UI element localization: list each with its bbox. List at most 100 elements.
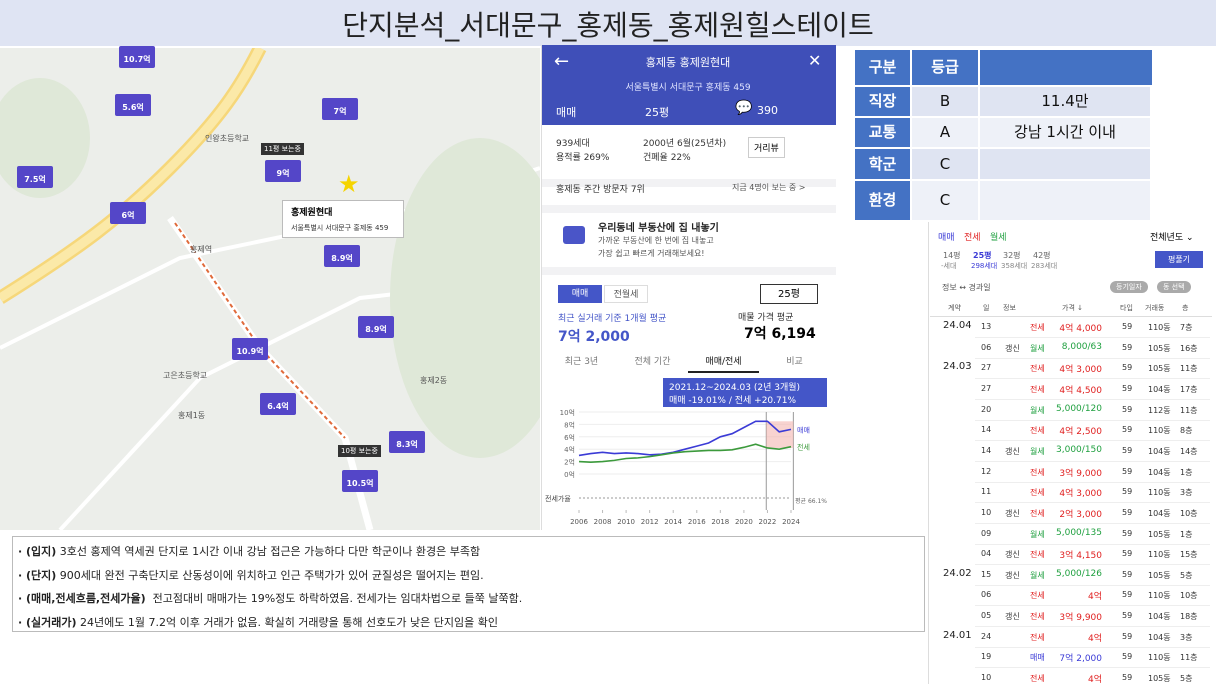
row-rule [975,337,1210,338]
line-0 [578,420,792,457]
price-marker: 6억 [110,202,146,224]
period-tab[interactable]: 최근 3년 [564,357,599,367]
divider [542,179,836,187]
deal-day: 09 [981,528,992,538]
deal-floor: 7층 [1180,323,1193,332]
column-header: 계약 [948,304,961,312]
grade-cell: 학군 [855,149,910,179]
grade-cell: 강남 1시간 이내 [980,118,1150,147]
x-tick-label: 2024 [782,518,800,526]
deal-floor: 5층 [1180,674,1193,684]
size-tab[interactable]: 14평 [943,251,961,260]
deal-dong: 104동 [1148,467,1171,477]
map [0,48,540,530]
expand-button[interactable]: 평풀기 [1155,251,1203,268]
deal-kind: 매매 [1030,653,1045,663]
deal-type: 59 [1122,569,1133,579]
deal-info: 갱신 [1005,343,1020,353]
sort-toggle[interactable]: 정보 ↔ 경과일 [942,283,991,292]
deal-type: 59 [1122,363,1133,373]
deal-kind: 전세 [1030,632,1045,642]
note-key: · (매매,전세흐름,전세가율) [18,592,146,605]
title-bar [0,0,1216,46]
place-label: 홍제1동 [178,411,206,420]
deal-kind: 전세 [1030,384,1045,394]
place-label: 홍제2동 [420,376,448,385]
back-icon[interactable]: ← [554,51,570,72]
row-rule [975,398,1210,400]
filter-chip[interactable]: 동 선택 [1157,281,1191,293]
deal-kind: 전세 [1030,612,1045,622]
deal-floor: 3층 [1180,488,1193,498]
deal-type: 59 [1122,383,1133,393]
place-label: 고은초등학교 [163,371,208,380]
listing-label: 매물 가격 평균 [738,313,794,323]
period-tab[interactable]: 매매/전세 [688,354,759,373]
ad-line: 가장 쉽고 빠르게 거래해보세요! [598,249,705,258]
year-select[interactable]: 전체년도 ⌄ [1150,233,1194,243]
period-tab[interactable]: 비교 [786,357,803,367]
deal-dong: 105동 [1148,674,1171,684]
deal-kind: 전세 [1030,467,1045,477]
row-rule [975,646,1210,648]
deal-type: 59 [1122,404,1133,414]
deal-dong: 110동 [1148,323,1171,332]
deal-tab[interactable]: 월세 [990,233,1007,243]
size-select[interactable]: 25평 [645,106,670,119]
deal-type: 59 [1122,631,1133,641]
grade-cell: C [912,181,978,220]
deal-price: 3,000/150 [1056,444,1102,455]
trade-tab[interactable]: 매매 [558,285,602,303]
deal-floor: 17층 [1180,384,1198,394]
streetview-button[interactable]: 거리뷰 [748,137,785,158]
trade-select[interactable]: 매매 [556,106,577,119]
column-header: 정보 [1003,304,1016,312]
filter-chip[interactable]: 등기일자 [1110,281,1148,293]
grade-cell: 11.4만 [980,87,1150,116]
size-tab[interactable]: 42평 [1033,251,1051,260]
close-icon[interactable]: ✕ [808,51,822,70]
viewing-badge: 10평 보는중 [338,445,381,457]
deal-type: 59 [1122,445,1133,455]
recent-price: 7억 2,000 [558,329,630,345]
deal-type: 59 [1122,590,1133,600]
grade-cell: 교통 [855,118,910,147]
deal-month: 24.03 [943,361,972,373]
deal-dong: 105동 [1148,570,1171,580]
deal-day: 15 [981,569,992,579]
y-tick-label: 8억 [564,421,575,429]
note-text: 3호선 홍제역 역세권 단지로 1시간 이내 강남 접근은 가능하다 다만 학군… [56,545,481,558]
bcr: 건폐율 22% [643,153,691,163]
place-label: 홍제역 [190,245,213,254]
period-tab[interactable]: 전체 기간 [634,357,671,367]
x-tick-label: 2008 [594,518,612,526]
app-address: 서울특별시 서대문구 홍제동 459 [625,83,751,93]
x-tick-label: 2010 [617,518,635,526]
x-tick-label: 2018 [711,518,729,526]
row-rule [975,481,1210,483]
size-tab[interactable]: 25평 [973,251,992,260]
deal-floor: 1층 [1180,529,1193,539]
comment-icon: 💬 [735,100,753,116]
deal-day: 27 [981,363,992,373]
size-dropdown[interactable]: 25평 [760,284,818,304]
trade-tab[interactable]: 전월세 [604,285,648,303]
size-tab[interactable]: 32평 [1003,251,1021,260]
deal-tab[interactable]: 매매 [938,233,955,243]
deal-kind: 전세 [1030,426,1045,436]
y-tick-label: 4억 [564,446,575,454]
deal-day: 20 [981,404,992,414]
deal-month: 24.01 [943,629,972,641]
deal-type: 59 [1122,611,1133,621]
ratio-avg: 평균 66.1% [795,497,827,505]
map-roads [0,48,540,530]
column-header: 거래동 [1145,304,1165,312]
deal-type: 59 [1122,425,1133,435]
built: 2000년 6월(25년차) [643,139,727,149]
note-text: 900세대 완전 구축단지로 산동성이에 위치하고 인근 주택가가 있어 균질성… [56,568,484,582]
deal-day: 27 [981,383,992,393]
y-tick-label: 0억 [564,471,575,479]
deal-kind: 전세 [1030,508,1045,518]
deal-tab[interactable]: 전세 [964,233,981,243]
